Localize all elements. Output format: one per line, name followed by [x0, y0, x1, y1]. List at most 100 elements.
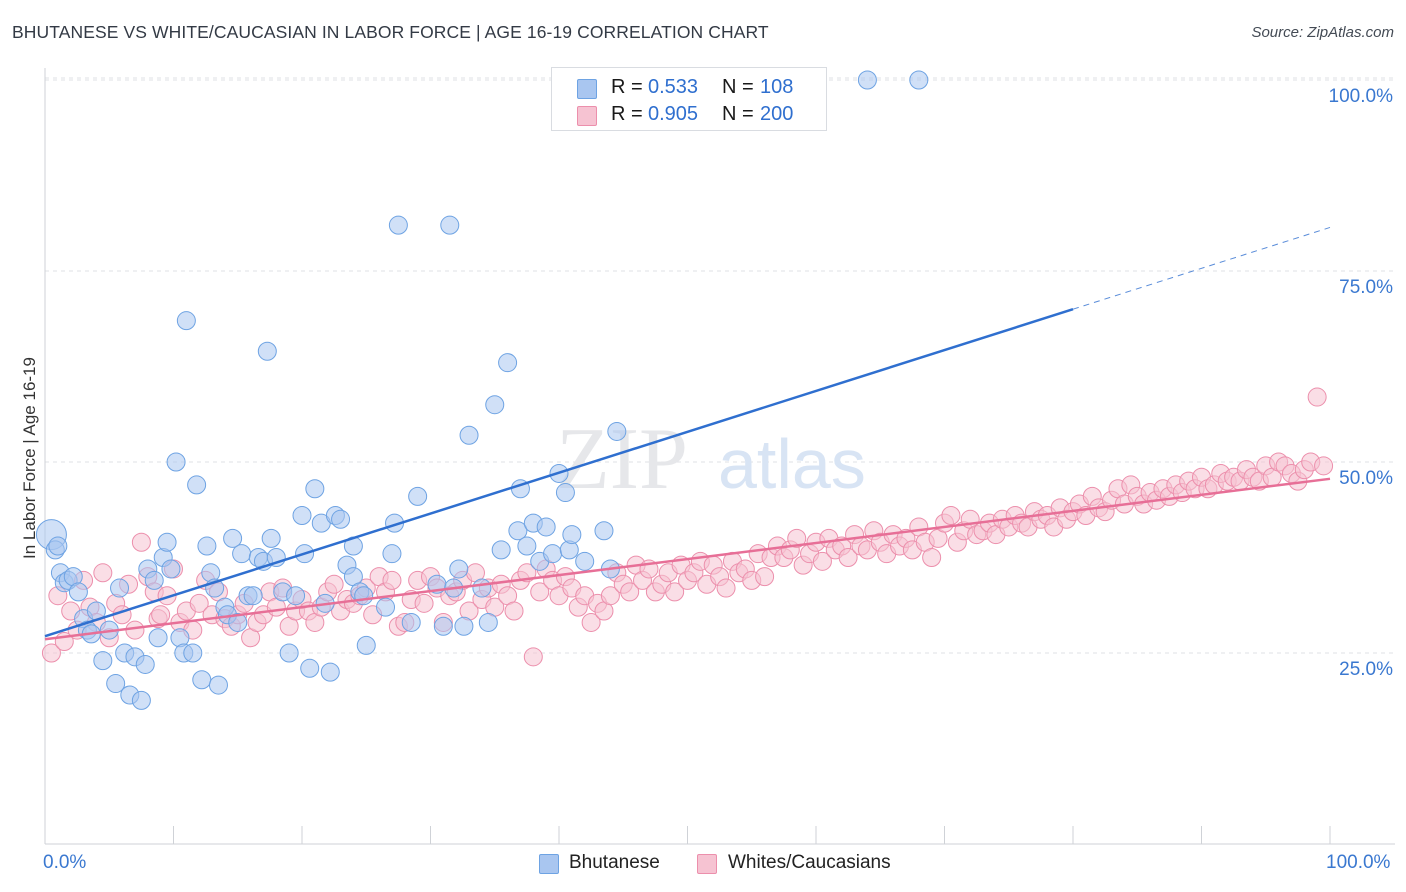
y-axis-label: In Labor Force | Age 16-19	[20, 357, 39, 559]
bhutanese-point	[408, 486, 428, 506]
bottom-legend-label: Bhutanese	[569, 852, 660, 873]
bhutanese-point	[491, 540, 511, 560]
bhutanese-point	[555, 483, 575, 503]
bhutanese-point	[562, 525, 582, 545]
y-tick-label: 100.0%	[1328, 86, 1393, 107]
source-note: Source: ZipAtlas.com	[1251, 24, 1394, 41]
bhutanese-trend-extension	[1072, 226, 1331, 310]
whites-caucasians-point	[382, 570, 402, 590]
bhutanese-point	[354, 586, 374, 606]
whites-caucasians-point	[922, 548, 942, 567]
bhutanese-point	[257, 341, 277, 361]
bhutanese-point	[607, 421, 627, 441]
bhutanese-point	[261, 528, 281, 548]
bhutanese-point	[575, 551, 595, 571]
bhutanese-point	[192, 670, 212, 690]
legend-swatch-pink	[577, 106, 597, 126]
whites-caucasians-point	[1307, 387, 1327, 407]
whites-caucasians-point	[93, 563, 113, 583]
whites-caucasians-point	[523, 647, 543, 667]
whites-caucasians-trend-line	[44, 477, 1331, 641]
legend-n-value: 108	[760, 76, 794, 98]
bhutanese-point	[135, 654, 155, 674]
whites-caucasians-point	[125, 620, 145, 640]
legend-r-label: R =	[611, 103, 643, 125]
bhutanese-point	[401, 612, 421, 632]
bhutanese-point	[223, 528, 243, 548]
bhutanese-trend-line	[44, 308, 1074, 638]
bhutanese-point	[508, 521, 528, 541]
bhutanese-point	[305, 479, 325, 499]
bhutanese-point	[909, 70, 929, 90]
bottom-legend-label: Whites/Caucasians	[728, 852, 891, 873]
whites-caucasians-point	[716, 578, 736, 598]
whites-caucasians-point	[787, 528, 807, 548]
bhutanese-point	[440, 215, 460, 235]
bhutanese-point	[459, 425, 479, 445]
bhutanese-point	[292, 505, 312, 525]
whites-caucasians-point	[1314, 456, 1334, 476]
bhutanese-point	[382, 544, 402, 564]
bhutanese-point	[594, 521, 614, 541]
legend-r-label: R =	[611, 76, 643, 98]
trend-lines	[44, 226, 1331, 641]
bhutanese-point	[243, 586, 263, 606]
bhutanese-point	[232, 544, 252, 564]
bhutanese-point	[320, 662, 340, 682]
whites-caucasians-point	[600, 586, 620, 606]
bhutanese-point	[157, 532, 177, 552]
whites-caucasians-point	[414, 593, 434, 613]
whites-caucasians-point	[189, 593, 209, 613]
bhutanese-point	[485, 395, 505, 415]
bhutanese-point	[857, 70, 877, 90]
y-tick-label: 50.0%	[1339, 468, 1393, 489]
bhutanese-point	[536, 517, 556, 537]
whites-caucasians-point	[581, 612, 601, 632]
x-tick-label: 0.0%	[43, 852, 87, 873]
x-tick-label: 100.0%	[1326, 852, 1391, 873]
legend-n-value: 200	[760, 103, 794, 125]
bhutanese-point	[286, 586, 306, 606]
bhutanese-point	[48, 536, 68, 556]
whites-caucasians-point	[665, 582, 685, 602]
whites-caucasians-point	[530, 582, 550, 602]
bhutanese-point	[228, 612, 248, 632]
bhutanese-point	[454, 616, 474, 636]
bhutanese-point	[183, 643, 203, 663]
bhutanese-point	[433, 616, 453, 636]
y-tick-label: 25.0%	[1339, 659, 1393, 680]
bhutanese-point	[300, 658, 320, 678]
bhutanese-point	[197, 536, 217, 556]
bhutanese-point	[498, 353, 518, 373]
whites-caucasians-point	[504, 601, 524, 621]
y-tick-label: 75.0%	[1339, 277, 1393, 298]
legend-row-whites: R = 0.905 N = 200	[552, 102, 826, 128]
legend-row-bhutanese: R = 0.533 N = 108	[552, 75, 826, 101]
axes	[44, 68, 1395, 845]
legend: R = 0.533 N = 108 R = 0.905 N = 200	[551, 67, 827, 131]
bhutanese-point	[208, 675, 228, 695]
watermark: ZIP atlas	[556, 411, 866, 508]
series-bhutanese	[35, 70, 929, 710]
bhutanese-point	[148, 628, 168, 648]
bhutanese-point	[176, 311, 196, 331]
bhutanese-point	[93, 651, 113, 671]
bhutanese-point	[449, 559, 469, 579]
bhutanese-point	[166, 452, 186, 472]
bhutanese-point	[517, 536, 537, 556]
bhutanese-point	[68, 582, 88, 602]
chart-title: BHUTANESE VS WHITE/CAUCASIAN IN LABOR FO…	[12, 22, 769, 42]
bhutanese-point	[106, 674, 126, 694]
whites-caucasians-point	[812, 551, 832, 571]
whites-caucasians-point	[941, 505, 961, 525]
legend-swatch-blue	[577, 79, 597, 99]
whites-caucasians-point	[755, 567, 775, 587]
bhutanese-point	[356, 635, 376, 655]
watermark-atlas: atlas	[718, 425, 866, 503]
bhutanese-point	[161, 559, 181, 579]
bhutanese-point	[388, 215, 408, 235]
bhutanese-point	[144, 570, 164, 590]
bottom-legend-swatch-pink	[697, 854, 717, 874]
whites-caucasians-point	[41, 643, 61, 663]
